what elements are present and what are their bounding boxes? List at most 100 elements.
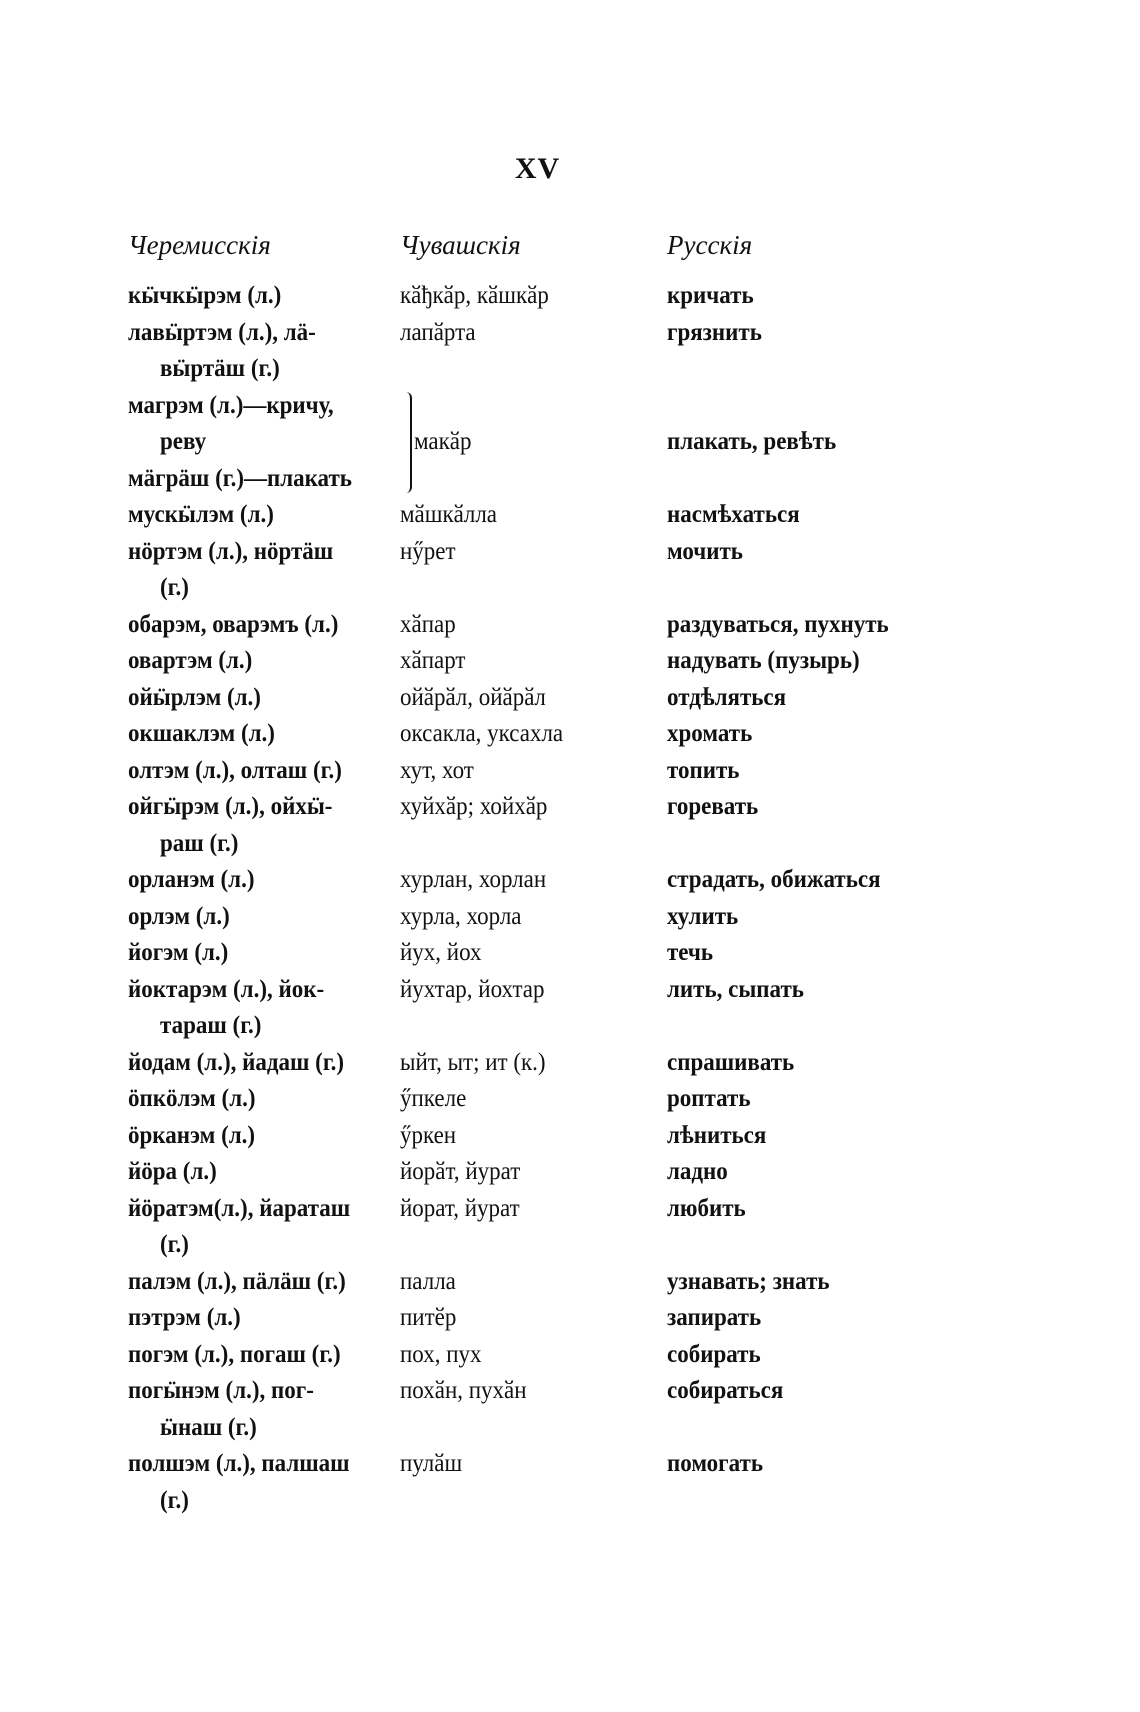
entry-line: йодам (л.), йадаш (г.) ыйт, ыт; ит (к.) сп… (0, 1045, 1140, 1082)
chuvash-word: ыйт, ыт; ит (к.) (400, 1048, 546, 1076)
dictionary-entry: орлэм (л.) хурла, хорла хулить (0, 899, 1140, 936)
dictionary-entry: окшаклэм (л.) оксакла, уксахла хромать (0, 716, 1140, 753)
russian-word: раздуваться, пухнуть (667, 610, 889, 638)
cheremis-word: йоктарэм (л.), йок- (128, 975, 325, 1003)
entry-line: раш (г.) (0, 826, 1140, 863)
chuvash-word: йух, йох (400, 939, 482, 966)
cheremis-word: полшэм (л.), палшаш (128, 1450, 350, 1477)
russian-word: кричать (667, 282, 754, 309)
cheremis-word: нöртэм (л.), нöртäш (128, 537, 334, 565)
dictionary-entry: ойгӹрэм (л.), ойхӹ-хуйхӑр; хойхӑр гореват… (0, 789, 1140, 862)
cheremis-word: погэм (л.), погаш (г.) (128, 1340, 341, 1368)
chuvash-word: йорӑт, йурат (400, 1158, 521, 1185)
cheremis-word: обарэм, оварэмъ (л.) (128, 610, 339, 638)
entry-line: олтэм (л.), олташ (г.) хут, хот топить (0, 753, 1140, 790)
dictionary-entry: обарэм, оварэмъ (л.) хӑпар раздуваться, пу… (0, 607, 1140, 644)
chuvash-word: йорат, йурат (400, 1194, 520, 1222)
dictionary-entry: олтэм (л.), олташ (г.) хут, хот топить (0, 753, 1140, 790)
entry-line: тараш (г.) (0, 1008, 1140, 1045)
cheremis-word: кӹчкӹрэм (л.) (128, 282, 282, 309)
russian-word: роптать (667, 1085, 751, 1112)
entry-line: йöра (л.) йорӑт, йурат ладно (0, 1154, 1140, 1191)
entry-line: (г.) (0, 570, 1140, 607)
russian-word: плакать, ревѣть (667, 428, 837, 455)
dictionary-entry: палэм (л.), пäлäш (г.) палла узнавать; зна… (0, 1264, 1140, 1301)
dictionary-entry: овартэм (л.) хӑпарт надувать (пузырь) (0, 643, 1140, 680)
cheremis-word: орланэм (л.) (128, 866, 255, 893)
russian-word: ладно (667, 1158, 728, 1185)
russian-word: страдать, обижаться (667, 866, 881, 893)
entry-line: ойӹрлэм (л.) ойӑрӑл, ойӑрӑл отдѣляться (0, 680, 1140, 717)
dictionary-table: кӹчкӹрэм (л.) кӑђкӑр, кӑшкӑр кричать лавӹрт… (0, 278, 1140, 1519)
cheremis-word: (г.) (160, 1231, 189, 1258)
cheremis-word: йодам (л.), йадаш (г.) (128, 1048, 345, 1076)
russian-word: запирать (667, 1304, 762, 1331)
dictionary-entry: нöртэм (л.), нöртäш нӳрет мочить (г.) (0, 534, 1140, 607)
cheremis-word: ойӹрлэм (л.) (128, 683, 261, 711)
russian-word: мочить (667, 537, 743, 565)
cheremis-word: овартэм (л.) (128, 647, 253, 674)
chuvash-word: хурлан, хорлан (400, 866, 547, 893)
cheremis-word: öрканэм (л.) (128, 1121, 256, 1149)
entry-line: магрэм (л.)—кричу, (0, 388, 1140, 493)
entry-line: погӹнэм (л.), пог-похӑн, пухӑн собираться (0, 1373, 1140, 1410)
chuvash-word: пулӑш (400, 1450, 463, 1477)
entry-line: палэм (л.), пäлäш (г.) палла узнавать; зна… (0, 1264, 1140, 1301)
cheremis-word: вӹртäш (г.) (160, 355, 280, 382)
entry-line: полшэм (л.), палшаш пулӑш помогать (0, 1446, 1140, 1483)
chuvash-word: кӑђкӑр, кӑшкӑр (400, 282, 549, 309)
cheremis-word: палэм (л.), пäлäш (г.) (128, 1267, 346, 1295)
brace (402, 391, 412, 493)
chuvash-word: пох, пух (400, 1340, 482, 1368)
dictionary-entry: полшэм (л.), палшаш пулӑш помогать (г.) (0, 1446, 1140, 1519)
chuvash-word: нӳрет (400, 537, 456, 565)
dictionary-entry: лавӹртэм (л.), лä-лапӑрта грязнить вӹртäш … (0, 315, 1140, 388)
cheremis-word: раш (г.) (160, 829, 239, 857)
russian-word: спрашивать (667, 1048, 795, 1076)
dictionary-entry: йодам (л.), йадаш (г.) ыйт, ыт; ит (к.) сп… (0, 1045, 1140, 1082)
entry-line: öрканэм (л.) ӳркен лѣниться (0, 1118, 1140, 1155)
entry-line: йöратэм(л.), йараташ йорат, йурат любить (0, 1191, 1140, 1228)
cheremis-word: йöратэм(л.), йараташ (128, 1194, 351, 1222)
cheremis-word: погӹнэм (л.), пог- (128, 1377, 314, 1404)
dictionary-entry: йоктарэм (л.), йок-йухтар, йохтар лить, с… (0, 972, 1140, 1045)
chuvash-word: похӑн, пухӑн (400, 1377, 527, 1404)
entry-line: öпкöлэм (л.) ӳпкеле роптать (0, 1081, 1140, 1118)
russian-word: собираться (667, 1377, 784, 1404)
chuvash-word: йухтар, йохтар (400, 975, 545, 1003)
dictionary-entry: йöра (л.) йорӑт, йурат ладно (0, 1154, 1140, 1191)
entry-line: мäгрäш (г.)—плакать (0, 461, 1140, 498)
dictionary-entry: погӹнэм (л.), пог-похӑн, пухӑн собираться… (0, 1373, 1140, 1446)
cheremis-word: окшаклэм (л.) (128, 720, 275, 747)
entry-line: йогэм (л.) йух, йох течь (0, 935, 1140, 972)
entry-line: окшаклэм (л.) оксакла, уксахла хромать (0, 716, 1140, 753)
cheremis-word: лавӹртэм (л.), лä- (128, 318, 316, 346)
russian-word: топить (667, 756, 740, 784)
russian-word: лить, сыпать (667, 975, 804, 1003)
entry-line: орланэм (л.) хурлан, хорлан страдать, обиж… (0, 862, 1140, 899)
russian-word: хулить (667, 902, 739, 930)
russian-word: лѣниться (667, 1121, 767, 1149)
entry-line: пэтрэм (л.) питӗр запирать (0, 1300, 1140, 1337)
entry-line: лавӹртэм (л.), лä-лапӑрта грязнить (0, 315, 1140, 352)
cheremis-word: магрэм (л.)—кричу, (128, 391, 334, 419)
column-header-russian: Русскія (667, 230, 753, 260)
chuvash-word: хурла, хорла (400, 902, 522, 930)
russian-word: узнавать; знать (667, 1267, 830, 1295)
cheremis-word: мускӹлэм (л.) (128, 501, 274, 528)
dictionary-entry: кӹчкӹрэм (л.) кӑђкӑр, кӑшкӑр кричать (0, 278, 1140, 315)
russian-word: помогать (667, 1450, 763, 1477)
chuvash-word: хӑпар (400, 610, 456, 638)
chuvash-word: хӑпарт (400, 647, 466, 674)
dictionary-entry: погэм (л.), погаш (г.) пох, пух собирать (0, 1337, 1140, 1374)
russian-word: любить (667, 1194, 746, 1222)
cheremis-word: öпкöлэм (л.) (128, 1085, 256, 1112)
cheremis-word: орлэм (л.) (128, 902, 230, 930)
cheremis-word: мäгрäш (г.)—плакать (128, 464, 352, 492)
chuvash-word: палла (400, 1267, 456, 1295)
entry-line: йоктарэм (л.), йок-йухтар, йохтар лить, с… (0, 972, 1140, 1009)
russian-word: надувать (пузырь) (667, 647, 860, 674)
chuvash-word: ӳркен (400, 1121, 457, 1149)
dictionary-entry: öрканэм (л.) ӳркен лѣниться (0, 1118, 1140, 1155)
page-number: XV (514, 152, 561, 185)
